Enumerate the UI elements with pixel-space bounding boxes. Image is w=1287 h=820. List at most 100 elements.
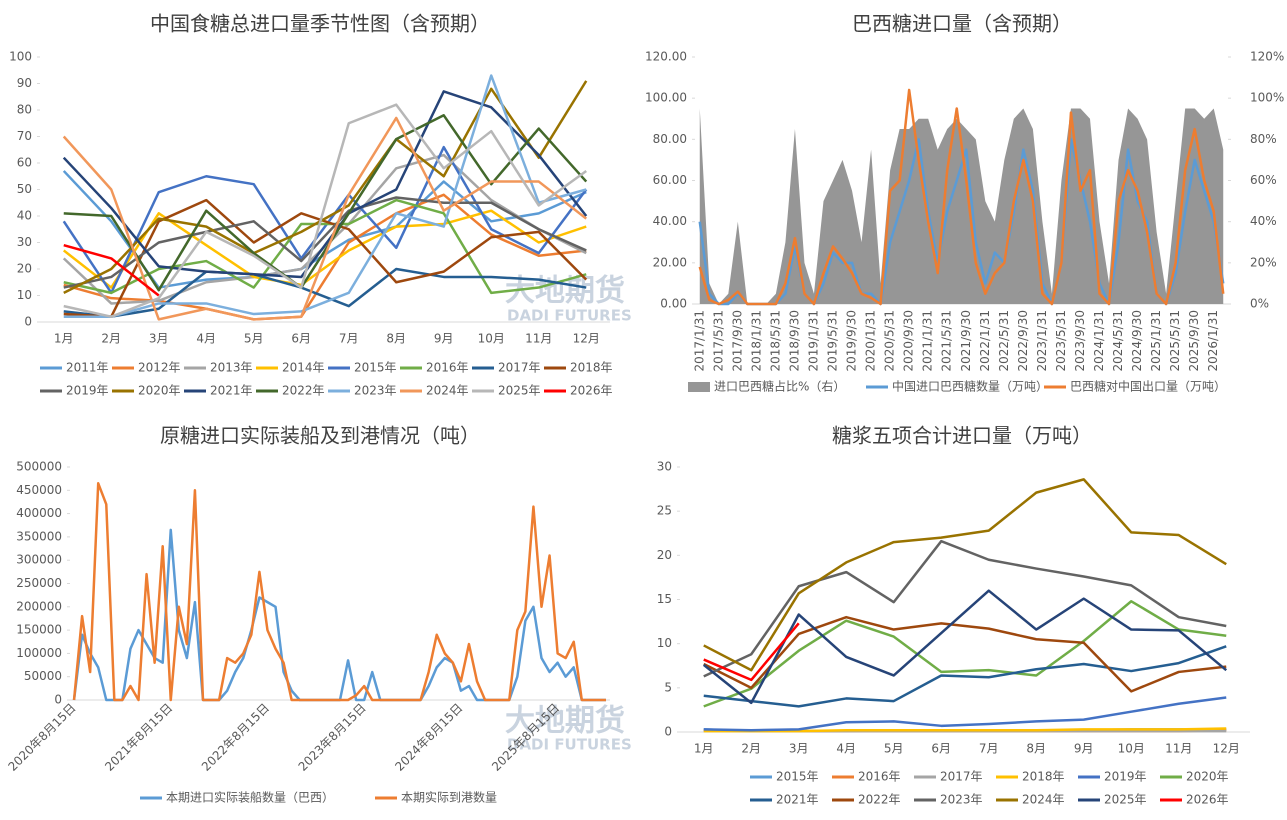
x-tick-label: 2023年8月15日 (296, 701, 369, 774)
line (698, 88, 1225, 306)
y-tick-label: 5 (664, 680, 672, 694)
watermark-en: DADI FUTURES (507, 736, 632, 754)
x-tick-label: 2025/1/31 (1149, 310, 1163, 372)
legend-label: 2018年 (570, 361, 613, 375)
y-tick-label: 200000 (16, 599, 62, 613)
legend-label: 2022年 (858, 793, 901, 807)
x-tick-label: 9月 (1074, 742, 1094, 756)
legend-label: 2019年 (1104, 770, 1147, 784)
x-tick-label: 9月 (434, 332, 454, 346)
y-tick-label: 250000 (16, 576, 62, 590)
x-tick-label: 4月 (836, 742, 856, 756)
x-tick-label: 8月 (1026, 742, 1046, 756)
legend-label: 本期进口实际装船数量（巴西） (166, 790, 334, 805)
y-tick-label: 300000 (16, 553, 62, 567)
y-tick-label: 60 (17, 156, 32, 170)
x-tick-label: 5月 (884, 742, 904, 756)
y-tick-label: 50000 (24, 669, 62, 683)
x-tick-label: 2024/9/30 (1130, 310, 1144, 372)
legend-label: 2015年 (776, 770, 819, 784)
y2-tick-label: 60% (1250, 173, 1277, 187)
legend-label: 2015年 (354, 361, 397, 375)
y-tick-label: 100 (9, 50, 32, 64)
x-tick-label: 2月 (741, 742, 761, 756)
y-tick-label: 10 (17, 288, 32, 302)
x-tick-label: 8月 (386, 332, 406, 346)
x-tick-label: 6月 (931, 742, 951, 756)
legend-label: 2021年 (776, 793, 819, 807)
y-tick-label: 350000 (16, 529, 62, 543)
y-tick-label: 25 (657, 504, 672, 518)
legend-label: 2011年 (66, 361, 109, 375)
line (63, 198, 588, 318)
x-tick-label: 2022/9/30 (1016, 310, 1030, 372)
watermark-cn: 大地期货 (505, 704, 625, 739)
y-tick-label: 100.00 (645, 91, 687, 105)
y-tick-label: 0 (54, 693, 62, 707)
legend-label: 2023年 (354, 384, 397, 398)
y-tick-label: 50 (17, 182, 32, 196)
line (703, 645, 1227, 708)
x-tick-label: 6月 (291, 332, 311, 346)
legend-label: 2024年 (426, 384, 469, 398)
chart-title: 原糖进口实际装船及到港情况（吨） (160, 424, 480, 448)
line (72, 528, 606, 702)
y-tick-label: 30 (657, 460, 672, 474)
x-tick-label: 2020年8月15日 (5, 701, 78, 774)
legend-label: 2026年 (1186, 793, 1229, 807)
x-tick-label: 2025/5/31 (1168, 310, 1182, 372)
x-tick-label: 2月 (101, 332, 121, 346)
legend-label: 巴西糖对中国出口量（万吨） (1070, 379, 1226, 394)
y2-tick-label: 120% (1250, 50, 1284, 64)
line (63, 114, 588, 292)
x-tick-label: 11月 (1165, 742, 1192, 756)
y-tick-label: 0 (664, 725, 672, 739)
x-tick-label: 2017/9/30 (730, 310, 744, 372)
x-tick-label: 2023/5/31 (1054, 310, 1068, 372)
y-tick-label: 450000 (16, 483, 62, 497)
legend-label: 2020年 (1186, 770, 1229, 784)
x-tick-label: 2023/9/30 (1073, 310, 1087, 372)
y-tick-label: 90 (17, 76, 32, 90)
line (698, 138, 1225, 306)
legend-label: 2026年 (570, 384, 613, 398)
y-tick-label: 80 (17, 103, 32, 117)
legend-label: 2022年 (282, 384, 325, 398)
legend-label: 2012年 (138, 361, 181, 375)
x-tick-label: 2021/1/31 (921, 310, 935, 372)
watermark-en: DADI FUTURES (507, 307, 632, 325)
line (703, 622, 800, 682)
y-tick-label: 60.00 (653, 173, 687, 187)
x-tick-label: 2024/1/31 (1092, 310, 1106, 372)
y2-tick-label: 100% (1250, 91, 1284, 105)
x-tick-label: 2021年8月15日 (102, 701, 175, 774)
line (72, 482, 606, 702)
y2-tick-label: 20% (1250, 255, 1277, 269)
chart-title: 糖浆五项合计进口量（万吨） (832, 424, 1092, 448)
x-tick-label: 2017/1/31 (692, 310, 706, 372)
legend-label: 2024年 (1022, 793, 1065, 807)
x-tick-label: 2026/1/31 (1206, 310, 1220, 372)
y-tick-label: 40 (17, 209, 32, 223)
x-tick-label: 2022/1/31 (978, 310, 992, 372)
legend-label: 中国进口巴西糖数量（万吨） (892, 379, 1048, 394)
y-tick-label: 100000 (16, 646, 62, 660)
line (703, 696, 1227, 732)
x-tick-label: 2023/1/31 (1035, 310, 1049, 372)
x-tick-label: 7月 (979, 742, 999, 756)
y-tick-label: 400000 (16, 506, 62, 520)
x-tick-label: 4月 (196, 332, 216, 346)
x-tick-label: 2019/9/30 (845, 310, 859, 372)
watermark: 大地期货 DADI FUTURES 大地期货 DADI FUTURES (505, 274, 632, 754)
x-tick-label: 2018/9/30 (787, 310, 801, 372)
x-tick-label: 1月 (54, 332, 74, 346)
legend-label: 进口巴西糖占比%（右） (714, 379, 845, 394)
y2-tick-label: 40% (1250, 214, 1277, 228)
y-tick-label: 0 (24, 315, 32, 329)
legend-label: 2014年 (282, 361, 325, 375)
y-tick-label: 15 (657, 592, 672, 606)
legend-label: 本期实际到港数量 (401, 790, 497, 805)
line (63, 267, 587, 318)
x-tick-label: 2017/5/31 (711, 310, 725, 372)
